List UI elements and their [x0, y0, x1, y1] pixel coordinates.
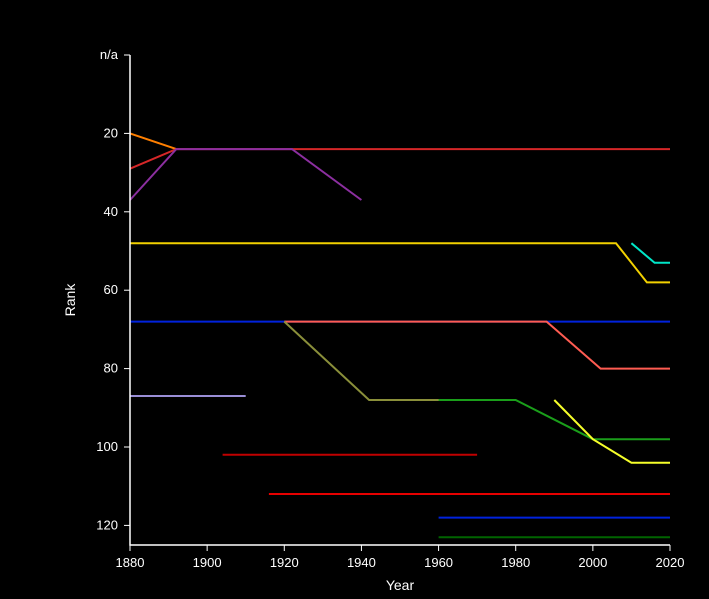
x-tick-label: 1920	[270, 555, 299, 570]
bump-chart: 1880 1900 1920 1940 1960 1980 2000 2020 Year n/a 2…	[0, 0, 709, 599]
y-tick-label: 100	[96, 439, 118, 454]
x-tick-label: 1880	[116, 555, 145, 570]
x-axis-label: Year	[386, 577, 415, 593]
y-tick-label: 60	[104, 282, 118, 297]
y-tick-label: 40	[104, 204, 118, 219]
x-tick-label: 1900	[193, 555, 222, 570]
x-tick-label: 1960	[424, 555, 453, 570]
y-tick-label: 120	[96, 517, 118, 532]
y-tick-label: 20	[104, 125, 118, 140]
y-tick-label: 80	[104, 361, 118, 376]
x-tick-label: 2020	[656, 555, 685, 570]
y-axis-label: Rank	[62, 283, 78, 317]
x-tick-label: 1980	[501, 555, 530, 570]
x-tick-label: 2000	[578, 555, 607, 570]
y-tick-label: n/a	[100, 47, 119, 62]
x-tick-label: 1940	[347, 555, 376, 570]
